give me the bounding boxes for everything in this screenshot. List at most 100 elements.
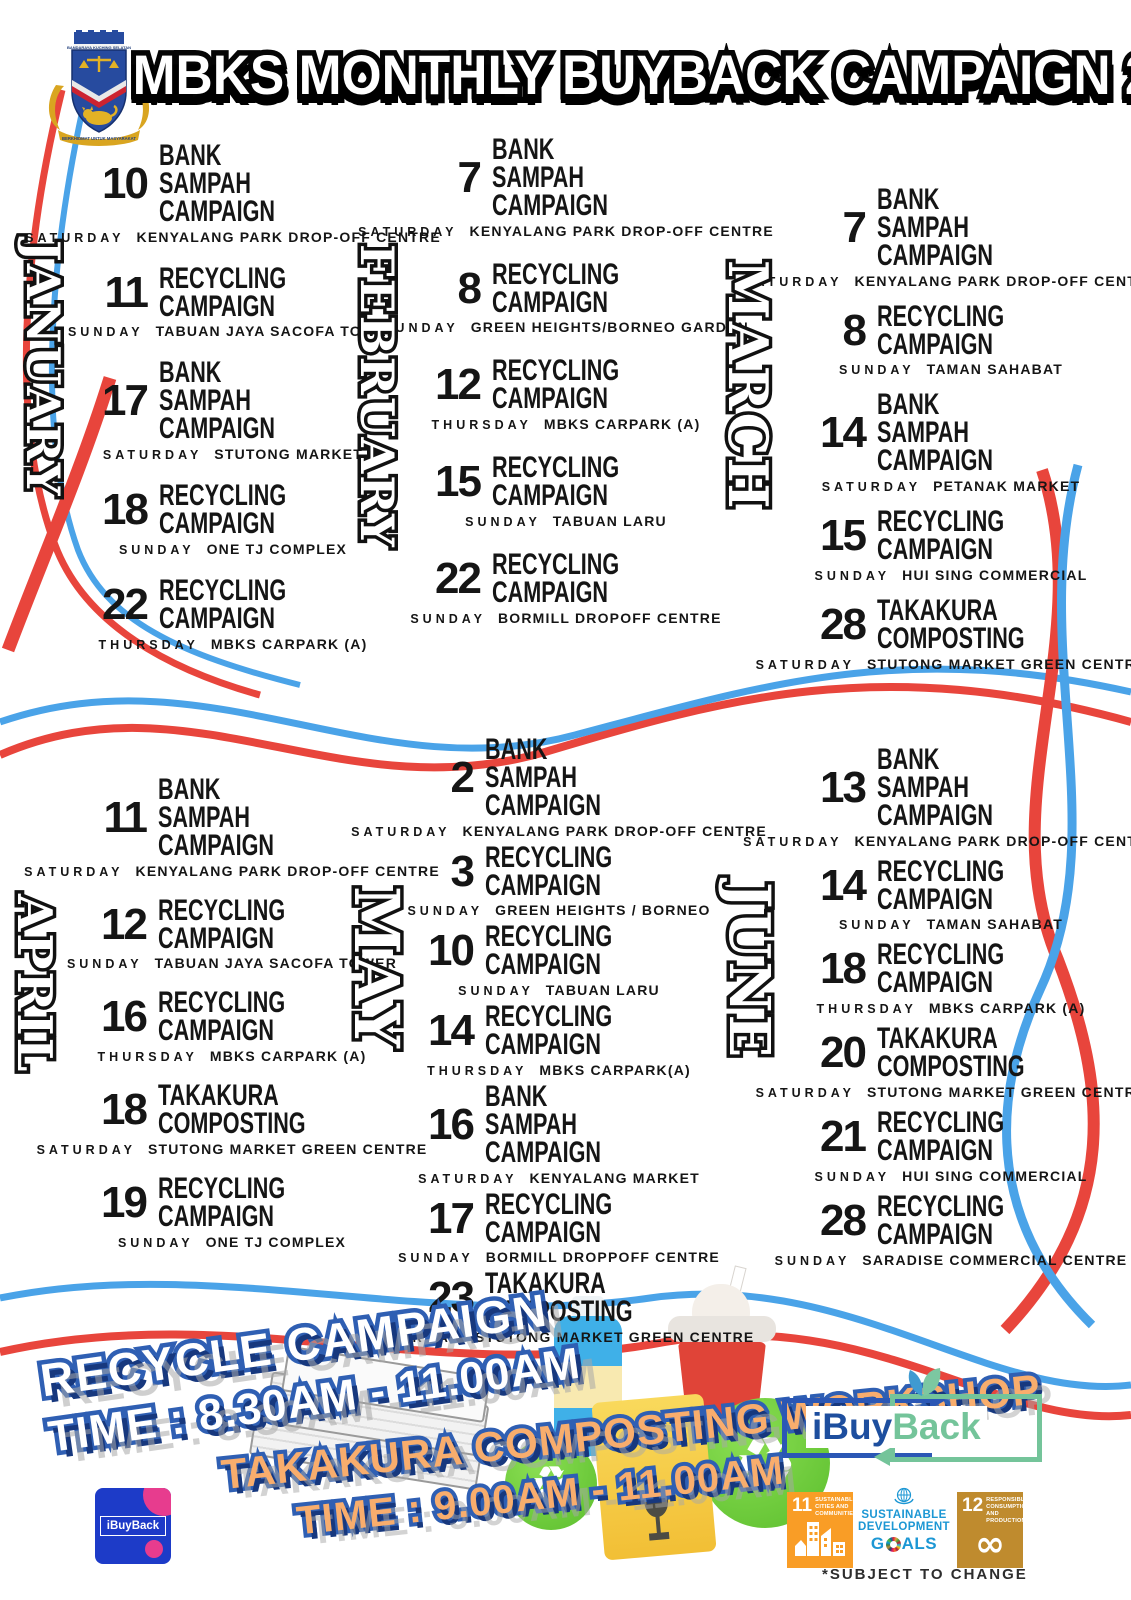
un-emblem-icon [894,1487,914,1505]
event-title-line2: CAMPAIGN [492,575,608,609]
event-title: BANK SAMPAH CAMPAIGN [485,735,643,821]
event-title-line1: BANK SAMPAH [877,388,970,450]
arrow-left-icon [874,1448,890,1466]
event-title-line1: TAKAKURA [485,1267,606,1301]
event-location: KENYALANG PARK DROP-OFF CENTRE [135,862,440,879]
event-meta: THURSDAY MBKS CARPARK (A) [776,1000,1126,1016]
event-day: SUNDAY [774,1253,851,1268]
event-meta: SATURDAY KENYALANG PARK DROP-OFF CENTRE [743,273,1131,289]
month-events: 2 BANK SAMPAH CAMPAIGN SATURDAY KENYALANG PA… [351,735,766,1346]
event-row: 14 BANK SAMPAH CAMPAIGN [778,388,1124,478]
event-location: TABUAN LARU [552,513,667,530]
goals-letters-als: ALS [901,1534,938,1554]
event-date: 11 [104,267,149,317]
sdg11-number: 11 [792,1495,813,1516]
event-location: MBKS CARPARK (A) [928,1000,1086,1017]
event-day: SUNDAY [67,325,144,340]
event-location: KENYALANG PARK DROP-OFF CENTRE [462,822,767,839]
event-row: 20 TAKAKURA COMPOSTING [776,1024,1126,1082]
event-meta: SUNDAY TABUAN JAYA SACOFA TOWER [68,323,397,339]
event-meta: SUNDAY ONE TJ COMPLEX [76,541,390,557]
event-item: 14 BANK SAMPAH CAMPAIGN SATURDAY PETANAK MAR… [778,388,1124,495]
event-title-line2: COMPOSTING [158,1107,306,1141]
event-day: SUNDAY [117,1235,194,1250]
event-date: 22 [102,579,149,629]
event-title-line2: CAMPAIGN [492,382,608,416]
event-day: SATURDAY [743,274,843,289]
event-title-line2: CAMPAIGN [877,444,993,478]
event-location: PETANAK MARKET [933,478,1081,495]
event-title-line2: CAMPAIGN [158,828,274,862]
event-date: 15 [820,511,867,561]
event-row: 19 RECYCLING CAMPAIGN [66,1174,398,1232]
event-location: MBKS CARPARK (A) [543,416,701,433]
event-meta: SUNDAY TABUAN LARU [408,513,724,529]
event-row: 17 RECYCLING CAMPAIGN [398,1189,720,1247]
ibuyback-word-back: Back [892,1406,981,1447]
event-meta: THURSDAY MBKS CARPARK (A) [76,636,390,652]
event-location: ONE TJ COMPLEX [206,540,348,557]
event-day: SATURDAY [25,230,125,245]
event-item: 12 RECYCLING CAMPAIGN SUNDAY TABUAN JAYA SAC… [66,893,398,971]
event-date: 20 [820,1028,867,1078]
event-title: RECYCLING CAMPAIGN [492,356,650,416]
event-title-line2: CAMPAIGN [485,868,601,902]
ibuyback-blue-frame [782,1398,932,1458]
event-title: RECYCLING CAMPAIGN [877,299,1035,359]
event-title: RECYCLING CAMPAIGN [492,259,650,317]
event-title: RECYCLING CAMPAIGN [877,856,1035,914]
poster-title: MBKS MONTHLY BUYBACK CAMPAIGN 2026 [128,38,1131,112]
event-item: 11 BANK SAMPAH CAMPAIGN SATURDAY KENYALANG P… [24,775,439,879]
event-row: 15 RECYCLING CAMPAIGN [778,507,1124,567]
event-location: KENYALANG PARK DROP-OFF CENTRE [136,228,441,245]
sdg-wordmark: SUSTAINABLE DEVELOPMENT G ALS [858,1486,950,1554]
event-title-line1: RECYCLING [877,299,1005,333]
event-date: 17 [428,1193,475,1243]
event-title: BANK SAMPAH CAMPAIGN [159,358,317,444]
event-row: 18 TAKAKURA COMPOSTING [66,1081,398,1141]
event-day: SATURDAY [755,1086,855,1101]
event-item: 20 TAKAKURA COMPOSTING SATURDAY STUTONG MARK… [756,1024,1131,1100]
city-buildings-icon [795,1521,845,1556]
event-item: 18 RECYCLING CAMPAIGN SUNDAY ONE TJ COMPLEX [76,481,390,557]
event-location: GREEN HEIGHTS / BORNEO [495,902,711,919]
event-item: 14 RECYCLING CAMPAIGN SUNDAY TAMAN SAHABAT [776,856,1126,932]
event-item: 10 BANK SAMPAH CAMPAIGN SATURDAY KENYALANG P… [25,139,440,245]
event-day: SUNDAY [814,1169,891,1184]
month-may: MAY 2 BANK SAMPAH CAMPAIGN SATURDAY KENYALANG… [337,735,766,1350]
event-meta: SUNDAY HUI SING COMMERCIAL [778,567,1124,583]
month-label: MARCH [713,257,784,515]
event-item: 17 RECYCLING CAMPAIGN SUNDAY BORMILL DROPPOF… [398,1189,720,1265]
event-title-line1: RECYCLING [158,893,286,927]
month-june: JUNE 13 BANK SAMPAH CAMPAIGN SATURDAY KENYALA… [713,745,1131,1277]
event-date: 3 [450,846,475,896]
event-title-line2: CAMPAIGN [485,1028,601,1062]
event-item: 8 RECYCLING CAMPAIGN SUNDAY GREEN HEIGHTS/BO… [383,259,748,335]
ibuyback-wordmark: iBuyBack [806,1406,987,1448]
event-title-line2: CAMPAIGN [159,507,275,541]
event-title-line2: CAMPAIGN [877,533,993,567]
event-title-line1: RECYCLING [492,548,620,582]
event-row: 12 RECYCLING CAMPAIGN [408,356,724,416]
event-meta: SUNDAY TABUAN JAYA SACOFA TOWER [66,955,398,971]
event-title: RECYCLING CAMPAIGN [877,507,1035,567]
event-title-line1: BANK SAMPAH [159,139,252,200]
event-date: 12 [435,360,482,410]
month-label: JANUARY [13,237,74,502]
event-row: 22 RECYCLING CAMPAIGN [76,575,390,633]
event-title: BANK SAMPAH CAMPAIGN [492,135,650,221]
event-meta: THURSDAY MBKS CARPARK (A) [66,1048,398,1064]
event-date: 2 [450,752,475,802]
event-date: 10 [102,158,149,208]
event-meta: THURSDAY MBKS CARPARK (A) [408,416,724,432]
event-title-line1: RECYCLING [485,920,613,954]
event-item: 28 RECYCLING CAMPAIGN SUNDAY SARADISE COMMER… [774,1191,1127,1268]
event-location: MBKS CARPARK (A) [210,635,368,652]
event-day: SUNDAY [814,568,891,583]
event-title: RECYCLING CAMPAIGN [485,920,643,980]
event-item: 2 BANK SAMPAH CAMPAIGN SATURDAY KENYALANG PA… [351,735,766,839]
event-meta: SATURDAY KENYALANG PARK DROP-OFF CENTRE [25,229,440,245]
event-row: 18 RECYCLING CAMPAIGN [776,940,1126,998]
event-title-line2: CAMPAIGN [158,1014,274,1048]
event-location: TABUAN LARU [545,982,660,999]
